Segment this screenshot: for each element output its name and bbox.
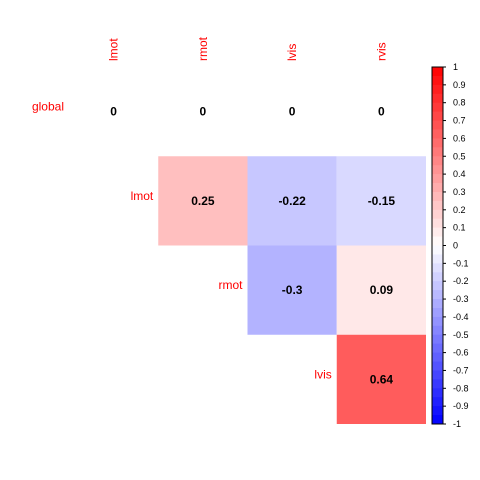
colorbar-segment bbox=[432, 316, 443, 327]
heatmap-cell bbox=[247, 67, 337, 157]
colorbar-segment bbox=[432, 236, 443, 246]
colorbar-segment bbox=[432, 102, 443, 113]
colorbar-segment bbox=[432, 415, 443, 425]
colorbar-segment bbox=[432, 174, 443, 184]
colorbar-segment bbox=[432, 272, 443, 282]
colorbar-segment bbox=[432, 263, 443, 273]
heatmap-cell bbox=[69, 67, 159, 157]
colorbar-tick-label: 0.4 bbox=[453, 169, 466, 179]
colorbar-tick-label: -0.6 bbox=[453, 348, 469, 358]
colorbar-segment bbox=[432, 129, 443, 139]
colorbar-segment bbox=[432, 352, 443, 363]
colorbar-segment bbox=[432, 200, 443, 211]
heatmap-cell bbox=[336, 67, 426, 157]
colorbar-segment bbox=[432, 245, 443, 255]
row-label: global bbox=[32, 100, 64, 114]
colorbar-tick-label: -0.9 bbox=[453, 401, 469, 411]
colorbar-segment bbox=[432, 227, 443, 238]
colorbar-segment bbox=[432, 290, 443, 300]
cell-value-label: 0.64 bbox=[370, 372, 394, 386]
colorbar-segment bbox=[432, 147, 443, 157]
column-labels: lmot rmot lvis rvis bbox=[107, 36, 389, 61]
column-label: lmot bbox=[107, 38, 121, 61]
colorbar-tick-label: -0.4 bbox=[453, 312, 469, 322]
heatmap-cell bbox=[247, 245, 337, 335]
colorbar-segment bbox=[432, 165, 443, 175]
colorbar-tick-label: 0.5 bbox=[453, 151, 466, 161]
cell-value-label: 0 bbox=[378, 105, 385, 119]
heatmap-cell bbox=[336, 334, 426, 424]
colorbar-tick-label: 0 bbox=[453, 241, 458, 251]
cell-value-label: -0.22 bbox=[278, 194, 306, 208]
colorbar-segment bbox=[432, 93, 443, 104]
colorbar-segment bbox=[432, 191, 443, 202]
colorbar-tick-label: 1 bbox=[453, 62, 458, 72]
colorbar-tick-label: -0.1 bbox=[453, 258, 469, 268]
colorbar-segment bbox=[432, 388, 443, 398]
colorbar-segment bbox=[432, 111, 443, 122]
colorbar-segment bbox=[432, 397, 443, 407]
colorbar: 1 0.9 0.8 0.7 0.6 0.5 0.4 0.3 0.2 0.1 0 -0.1 -0.2 -0.… bbox=[431, 62, 469, 429]
cell-value-label: 0.09 bbox=[370, 283, 394, 297]
colorbar-segment bbox=[432, 67, 443, 77]
colorbar-segment bbox=[432, 343, 443, 354]
colorbar-tick-label: 0.3 bbox=[453, 187, 466, 197]
colorbar-segment bbox=[432, 334, 443, 345]
colorbar-tick-label: -0.2 bbox=[453, 276, 469, 286]
colorbar-tick-label: 0.6 bbox=[453, 133, 466, 143]
colorbar-segment bbox=[432, 75, 443, 86]
colorbar-segment bbox=[432, 361, 443, 371]
colorbar-segment bbox=[432, 307, 443, 318]
colorbar-segment bbox=[432, 156, 443, 166]
colorbar-segment bbox=[432, 183, 443, 193]
heatmap-cell bbox=[336, 156, 426, 246]
colorbar-segment bbox=[432, 406, 443, 416]
cell-value-label: -0.3 bbox=[282, 283, 303, 297]
colorbar-tick-label: 0.1 bbox=[453, 223, 466, 233]
cell-value-label: 0.25 bbox=[191, 194, 215, 208]
cell-value-label: 0 bbox=[289, 105, 296, 119]
heatmap-cell bbox=[247, 156, 337, 246]
cell-value-label: -0.15 bbox=[368, 194, 396, 208]
colorbar-segment bbox=[432, 379, 443, 389]
row-label: lmot bbox=[131, 189, 154, 203]
column-label: rvis bbox=[374, 42, 388, 61]
colorbar-segment bbox=[432, 120, 443, 130]
colorbar-segment bbox=[432, 138, 443, 148]
colorbar-tick-label: 0.2 bbox=[453, 205, 466, 215]
colorbar-segment bbox=[432, 254, 443, 264]
colorbar-segment bbox=[432, 299, 443, 309]
row-labels: global lmot rmot lvis bbox=[32, 100, 332, 382]
colorbar-segment bbox=[432, 281, 443, 291]
heatmap-cell bbox=[158, 156, 248, 246]
cell-value-label: 0 bbox=[200, 105, 207, 119]
colorbar-tick-label: -1 bbox=[453, 419, 461, 429]
colorbar-tick-label: 0.9 bbox=[453, 80, 466, 90]
colorbar-tick-label: 0.8 bbox=[453, 98, 466, 108]
heatmap-cell bbox=[158, 67, 248, 157]
row-label: lvis bbox=[314, 367, 331, 381]
heatmap-cells: 0 0 0 0 0.25 -0.22 -0.15 -0.3 0.09 0.64 bbox=[69, 67, 426, 424]
cell-value-label: 0 bbox=[110, 105, 117, 119]
row-label: rmot bbox=[219, 278, 244, 292]
colorbar-tick-label: -0.3 bbox=[453, 294, 469, 304]
column-label: rmot bbox=[196, 36, 210, 61]
colorbar-segment bbox=[432, 218, 443, 229]
colorbar-segment bbox=[432, 325, 443, 336]
colorbar-tick-label: -0.7 bbox=[453, 365, 469, 375]
column-label: lvis bbox=[285, 44, 299, 61]
colorbar-segment bbox=[432, 84, 443, 95]
heatmap-cell bbox=[336, 245, 426, 335]
colorbar-tick-label: 0.7 bbox=[453, 116, 466, 126]
colorbar-tick-label: -0.5 bbox=[453, 330, 469, 340]
colorbar-segment bbox=[432, 209, 443, 220]
colorbar-tick-label: -0.8 bbox=[453, 383, 469, 393]
colorbar-segment bbox=[432, 370, 443, 380]
